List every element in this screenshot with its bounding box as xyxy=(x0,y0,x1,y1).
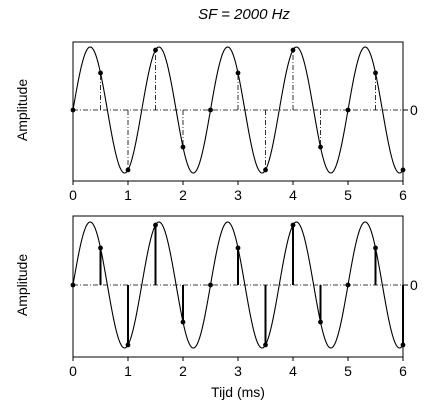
sample-point xyxy=(290,47,296,53)
sample-point xyxy=(318,319,323,325)
sample-point xyxy=(153,222,158,228)
sample-point xyxy=(180,144,186,150)
x-tick-label: 6 xyxy=(399,187,407,203)
x-tick-label: 1 xyxy=(124,187,132,203)
sample-point xyxy=(290,222,296,228)
y-axis-label: Amplitude xyxy=(14,254,30,316)
plot-frame xyxy=(72,215,404,358)
x-tick-label: 2 xyxy=(179,363,187,379)
sample-point xyxy=(400,342,406,348)
sample-point xyxy=(400,167,406,173)
sample-point xyxy=(263,167,268,173)
sample-point xyxy=(70,282,76,288)
sample-point xyxy=(235,70,241,76)
x-tick-label: 6 xyxy=(399,363,407,379)
right-tick-label: 0 xyxy=(410,277,418,293)
sample-point xyxy=(98,245,103,251)
x-tick-label: 0 xyxy=(69,363,77,379)
sample-point xyxy=(98,70,103,76)
x-tick-label: 1 xyxy=(124,363,132,379)
sample-point xyxy=(263,342,268,348)
sample-point xyxy=(345,107,351,113)
figure-title: SF = 2000 Hz xyxy=(198,6,290,23)
sample-point xyxy=(153,47,158,53)
sample-point xyxy=(373,245,378,251)
x-tick-label: 5 xyxy=(344,187,352,203)
sample-point xyxy=(125,342,131,348)
sample-point xyxy=(345,282,351,288)
x-tick-label: 2 xyxy=(179,187,187,203)
sample-point xyxy=(70,107,76,113)
x-tick-label: 5 xyxy=(344,363,352,379)
x-tick-label: 4 xyxy=(289,363,297,379)
y-axis-label: Amplitude xyxy=(14,79,30,141)
sample-point xyxy=(373,70,378,76)
right-tick-label: 0 xyxy=(410,102,418,118)
x-tick-label: 0 xyxy=(69,187,77,203)
x-axis-label: Tijd (ms) xyxy=(211,384,265,400)
sample-point xyxy=(208,107,213,113)
plot-frame xyxy=(72,41,404,182)
sample-point xyxy=(208,282,213,288)
bottom-panel: 0 0 1 2 3 4 5 6 Amplitude Tijd (ms) xyxy=(14,215,418,400)
sample-point xyxy=(180,319,186,325)
x-tick-label: 4 xyxy=(289,187,297,203)
x-tick-label: 3 xyxy=(234,187,242,203)
sample-point xyxy=(125,167,131,173)
x-tick-label: 3 xyxy=(234,363,242,379)
sample-point xyxy=(235,245,241,251)
sample-point xyxy=(318,144,323,150)
top-panel: 0 0 1 2 3 4 5 6 Amplitude xyxy=(14,41,418,203)
